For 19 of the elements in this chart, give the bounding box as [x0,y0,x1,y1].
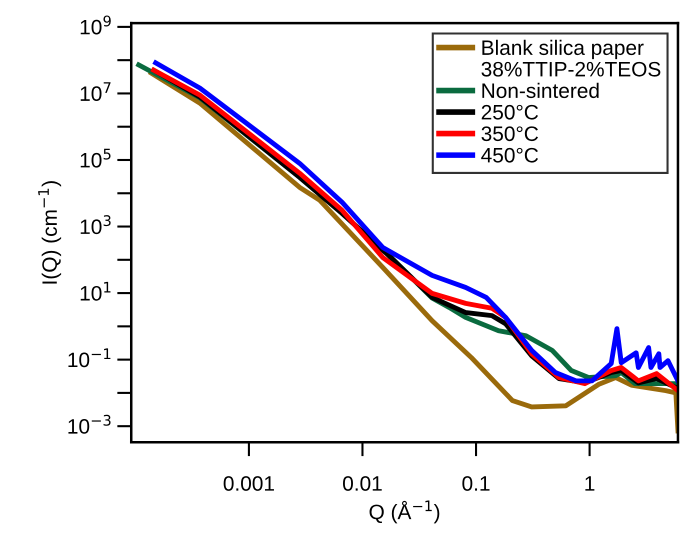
y-axis-title: I(Q) (cm$^{−1}$) [38,181,62,284]
x-tick-label: 0.001 [224,476,274,491]
x-tick-label: 1 [585,476,594,491]
legend-label: 450°C [481,148,538,163]
y-tick-label: 10$^{1}$ [80,282,110,301]
legend-label: 250°C [482,104,538,120]
legend-label: Non-sintered [482,82,599,98]
y-tick-label: 10$^{−1}$ [68,348,110,368]
y-tick-label: 10$^{−3}$ [68,414,111,434]
y-tick-label: 10$^{7}$ [80,82,111,102]
annotation: 38%TTIP-2%TEOS [481,62,660,77]
y-tick-label: 10$^{5}$ [80,148,111,168]
y-tick-label: 10$^{9}$ [80,15,111,34]
x-tick-label: 0.01 [343,476,382,491]
legend-label: Blank silica paper [482,40,644,60]
y-tick-label: 10$^{3}$ [80,215,111,234]
legend-label: 350°C [481,126,538,142]
x-axis-title: Q (Å$^{−1}$) [370,500,440,524]
x-tick-label: 0.1 [462,476,490,491]
